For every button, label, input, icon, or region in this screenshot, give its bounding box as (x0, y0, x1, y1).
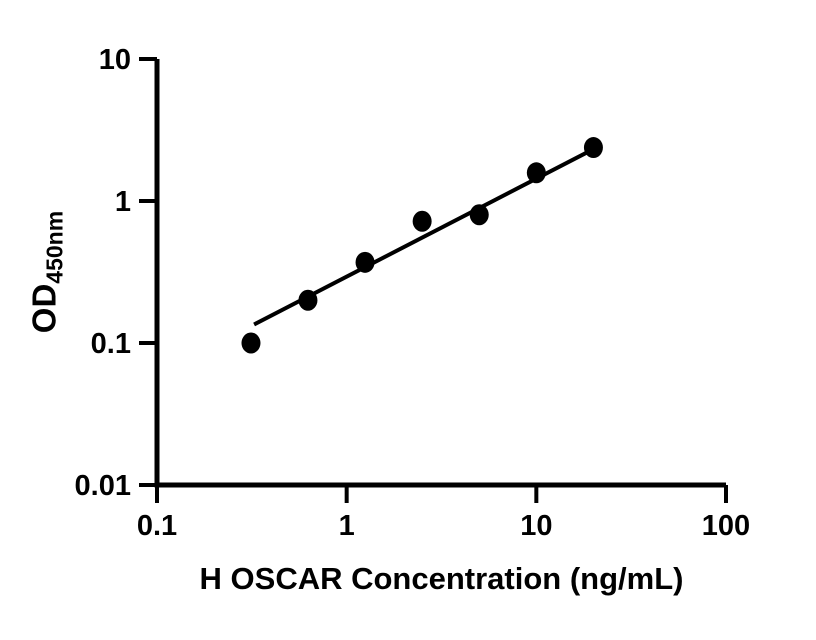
data-point (526, 162, 546, 184)
y-tick-label: 10 (99, 44, 131, 76)
y-tick-label: 0.01 (75, 470, 131, 502)
y-tick-label: 1 (115, 186, 131, 218)
data-point (241, 332, 261, 354)
data-point (412, 210, 432, 232)
x-tick-label: 0.1 (137, 510, 177, 542)
x-tick-label: 100 (702, 510, 750, 542)
x-axis-title: H OSCAR Concentration (ng/mL) (199, 561, 684, 596)
x-tick-label: 10 (520, 510, 552, 542)
data-point (583, 137, 603, 159)
data-point (355, 251, 375, 273)
data-point (469, 204, 489, 226)
y-tick-label: 0.1 (91, 328, 131, 360)
data-point (298, 289, 318, 311)
y-axis-title-subscript: 450nm (41, 210, 68, 284)
y-axis-title-main: OD (25, 283, 63, 334)
x-tick-label: 1 (339, 510, 355, 542)
y-axis-title: OD450nm (26, 211, 69, 333)
